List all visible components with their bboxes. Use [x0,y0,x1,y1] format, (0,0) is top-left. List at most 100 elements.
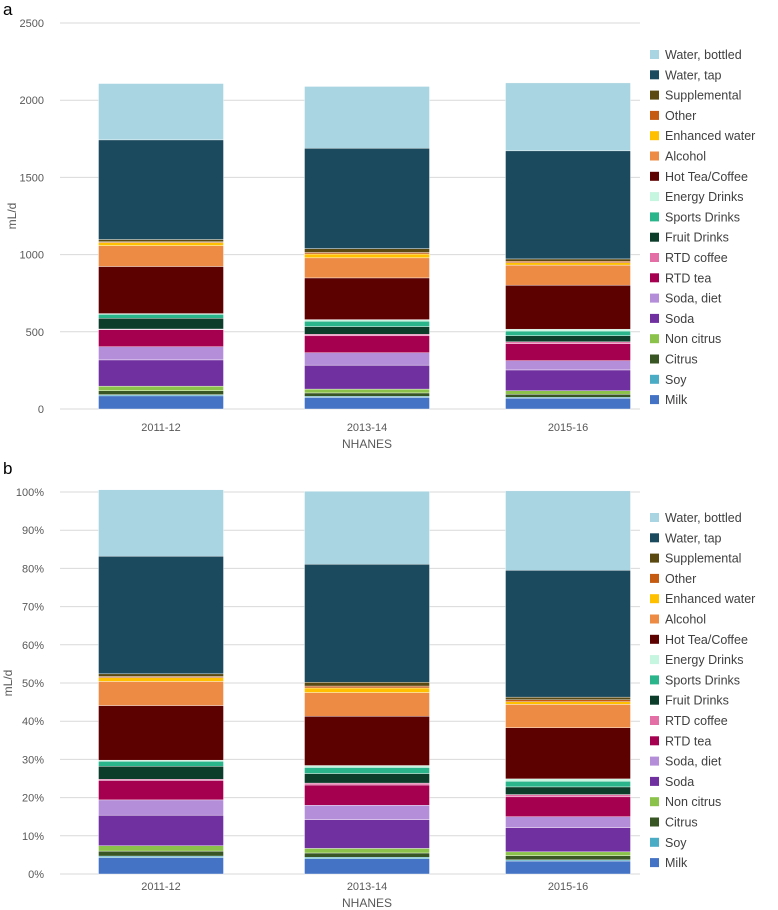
bar-segment-water-bottled-2013-14 [304,491,430,565]
y-tick-label: 10% [22,831,44,843]
legend-swatch-rtd-tea [650,273,659,283]
y-tick-label: 2000 [20,95,44,107]
panel-b-y-ticks: 0% 10% 20% 30% 40% 50% 60% 70% 80% 90% 100% [16,487,44,881]
legend-label-soda-diet: Soda, diet [665,292,722,306]
x-tick-label: 2015-16 [548,422,588,434]
legend-label-rtd-tea: RTD tea [665,271,711,285]
y-tick-label: 80% [22,563,44,575]
legend-label-soda-diet: Soda, diet [665,755,722,769]
bar-segment-water-bottled-2015-16 [505,490,631,571]
panel-a-legend: Water, bottled Water, tap Supplemental Othe… [650,48,755,407]
bar-segment-soda-diet-2015-16 [505,816,631,828]
bar-segment-soda-2011-12 [98,814,224,846]
legend-label-hot-tea-coffee: Hot Tea/Coffee [665,170,748,184]
y-tick-label: 100% [16,487,44,499]
x-tick-label: 2013-14 [347,422,387,434]
legend-swatch-non-citrus [650,334,659,344]
legend-swatch-soy [650,837,659,847]
bar-segment-rtd-tea-2013-14 [304,335,430,353]
legend-label-water-bottled: Water, bottled [665,511,742,525]
bar-segment-alcohol-2011-12 [98,245,224,267]
bar-segment-fruit-drinks-2011-12 [98,318,224,330]
legend-swatch-other [650,110,659,120]
legend-label-enhanced-water: Enhanced water [665,129,755,143]
legend-label-fruit-drinks: Fruit Drinks [665,694,729,708]
legend-label-soda: Soda [665,775,694,789]
bar-segment-water-tap-2015-16 [505,570,631,698]
legend-swatch-water-tap [650,533,659,543]
bar-segment-non-citrus-2015-16 [505,851,631,856]
legend-swatch-water-bottled [650,513,659,522]
y-tick-label: 50% [22,678,44,690]
bar-segment-hot-tea-coffee-2015-16 [505,284,631,330]
bar-segment-sports-drinks-2011-12 [98,314,224,319]
y-tick-label: 1000 [20,250,44,262]
bar-segment-rtd-coffee-2015-16 [505,794,631,798]
legend-label-non-citrus: Non citrus [665,795,721,809]
y-tick-label: 40% [22,716,44,728]
y-tick-label: 90% [22,525,44,537]
legend-label-rtd-coffee: RTD coffee [665,251,728,265]
y-tick-label: 500 [26,327,44,339]
legend-label-soy: Soy [665,373,687,387]
legend-swatch-milk [650,395,659,405]
bar-segment-hot-tea-coffee-2011-12 [98,705,224,761]
bar-segment-citrus-2015-16 [505,855,631,861]
legend-swatch-rtd-tea [650,736,659,746]
bar-segment-alcohol-2015-16 [505,264,631,286]
bar-segment-fruit-drinks-2013-14 [304,773,430,784]
legend-label-fruit-drinks: Fruit Drinks [665,231,729,245]
legend-label-sports-drinks: Sports Drinks [665,210,740,224]
bar-segment-energy-drinks-2015-16 [505,778,631,782]
legend-label-water-bottled: Water, bottled [665,48,742,62]
bar-segment-sports-drinks-2011-12 [98,761,224,767]
panel-b-chart: b mL/d NHANES 0% 10% 20% 30% 40% 50% 60% 70% 80%… [1,459,755,910]
legend-swatch-supplemental [650,90,659,100]
legend-label-sports-drinks: Sports Drinks [665,673,740,687]
legend-swatch-supplemental [650,553,659,563]
bar-segment-rtd-tea-2013-14 [304,784,430,806]
panel-a-y-axis-label: mL/d [5,203,19,230]
legend-swatch-other [650,573,659,583]
legend-swatch-sports-drinks [650,212,659,222]
bar-segment-hot-tea-coffee-2013-14 [304,716,430,766]
bar-segment-other-2013-14 [304,685,430,689]
bar-segment-water-bottled-2011-12 [98,83,224,141]
bar-segment-alcohol-2013-14 [304,692,430,717]
legend-swatch-fruit-drinks [650,695,659,705]
bar-segment-enhanced-water-2015-16 [505,262,631,266]
bar-segment-sports-drinks-2015-16 [505,330,631,336]
bar-segment-citrus-2013-14 [304,392,430,397]
panel-b-x-ticks: 2011-12 2013-14 2015-16 [141,881,588,893]
y-tick-label: 20% [22,793,44,805]
bar-segment-supplemental-2013-14 [304,682,430,687]
x-tick-label: 2015-16 [548,881,588,893]
bar-segment-soda-diet-2015-16 [505,360,631,371]
bar-segment-citrus-2013-14 [304,852,430,858]
legend-label-supplemental: Supplemental [665,89,741,103]
bar-segment-water-tap-2015-16 [505,150,631,260]
legend-label-non-citrus: Non citrus [665,332,721,346]
bar-segment-milk-2011-12 [98,395,224,410]
bar-segment-hot-tea-coffee-2011-12 [98,266,224,314]
bar-segment-rtd-tea-2011-12 [98,329,224,347]
bar-segment-water-bottled-2011-12 [98,489,224,557]
legend-swatch-enhanced-water [650,594,659,604]
legend-label-other: Other [665,572,696,586]
y-tick-label: 1500 [20,172,44,184]
legend-label-alcohol: Alcohol [665,613,706,627]
legend-swatch-alcohol [650,614,659,624]
bar-segment-supplemental-2011-12 [98,239,224,242]
y-tick-label: 2500 [20,18,44,30]
legend-swatch-sports-drinks [650,675,659,685]
legend-label-soy: Soy [665,836,687,850]
legend-swatch-non-citrus [650,797,659,807]
bar-segment-rtd-coffee-2013-14 [304,782,430,786]
bar-segment-rtd-tea-2011-12 [98,780,224,801]
bar-segment-sports-drinks-2013-14 [304,767,430,774]
legend-label-soda: Soda [665,312,694,326]
legend-swatch-water-bottled [650,50,659,59]
bar-segment-non-citrus-2011-12 [98,845,224,852]
bar-segment-energy-drinks-2013-14 [304,319,430,322]
